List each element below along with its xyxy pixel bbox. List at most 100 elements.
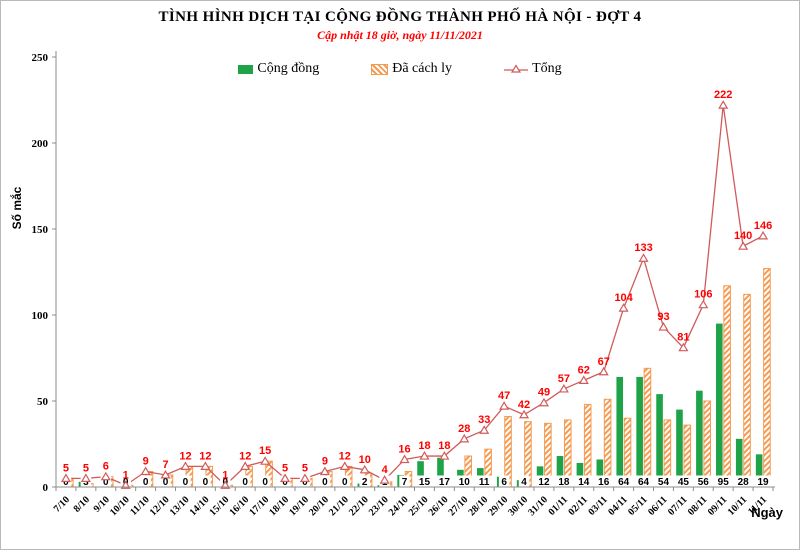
community-value-label: 15 bbox=[419, 477, 431, 488]
community-value-label: 28 bbox=[738, 477, 750, 488]
triangle-marker bbox=[479, 425, 490, 434]
triangle-marker bbox=[200, 461, 211, 470]
x-tick-label: 07/11 bbox=[666, 494, 690, 518]
bar-community bbox=[716, 323, 723, 487]
triangle-marker bbox=[618, 303, 629, 312]
triangle-marker bbox=[240, 461, 251, 470]
bar-quarantined bbox=[723, 285, 731, 488]
total-value-label: 10 bbox=[359, 454, 371, 466]
triangle-marker bbox=[279, 473, 291, 482]
community-value-label: 7 bbox=[402, 477, 408, 488]
x-tick-label: 01/11 bbox=[546, 494, 570, 518]
x-tick-label: 12/10 bbox=[148, 494, 172, 518]
legend-label-community: Cộng đồng bbox=[257, 61, 320, 76]
x-tick-label: 09/11 bbox=[706, 494, 730, 518]
x-tick-label: 19/10 bbox=[287, 494, 311, 518]
total-value-label: 5 bbox=[302, 462, 308, 474]
x-tick-label: 10/11 bbox=[726, 494, 750, 518]
bar-quarantined bbox=[703, 400, 711, 488]
triangle-marker bbox=[419, 451, 430, 460]
legend-item-total: Tổng bbox=[504, 61, 562, 77]
community-value-label: 3 bbox=[83, 477, 89, 488]
x-tick-label: 25/10 bbox=[407, 494, 431, 518]
x-tick-label: 06/11 bbox=[646, 494, 670, 518]
y-tick-label: 0 bbox=[43, 482, 49, 494]
triangle-marker bbox=[80, 473, 91, 482]
community-value-label: 0 bbox=[342, 477, 348, 488]
triangle-marker bbox=[319, 466, 330, 476]
total-value-label: 6 bbox=[103, 461, 109, 473]
bar-community bbox=[437, 457, 444, 487]
x-tick-label: 03/11 bbox=[586, 494, 610, 518]
community-value-label: 6 bbox=[501, 477, 507, 488]
community-value-label: 14 bbox=[578, 477, 590, 488]
community-value-label: 95 bbox=[718, 477, 730, 488]
y-tick-label: 200 bbox=[32, 138, 49, 150]
x-tick-label: 21/10 bbox=[327, 494, 351, 518]
total-value-label: 1 bbox=[123, 469, 129, 481]
community-value-label: 64 bbox=[638, 477, 650, 488]
total-value-label: 12 bbox=[239, 450, 251, 462]
community-value-label: 2 bbox=[362, 477, 368, 488]
total-value-label: 57 bbox=[558, 373, 570, 385]
x-tick-label: 22/10 bbox=[347, 494, 371, 518]
triangle-marker bbox=[260, 456, 271, 465]
x-tick-label: 24/10 bbox=[387, 494, 411, 518]
community-value-label: 0 bbox=[302, 477, 308, 488]
total-value-label: 104 bbox=[614, 292, 633, 304]
total-value-label: 5 bbox=[83, 462, 89, 474]
total-value-label: 140 bbox=[734, 230, 752, 242]
bar-quarantined bbox=[583, 403, 592, 488]
y-tick-label: 150 bbox=[32, 224, 49, 236]
total-value-label: 18 bbox=[418, 440, 430, 452]
quarantine-swatch-icon bbox=[371, 63, 389, 75]
community-value-label: 10 bbox=[459, 477, 471, 488]
total-value-label: 28 bbox=[458, 423, 470, 435]
total-value-label: 9 bbox=[322, 456, 328, 468]
x-tick-label: 20/10 bbox=[307, 494, 331, 518]
x-tick-label: 26/10 bbox=[427, 494, 451, 518]
total-value-label: 81 bbox=[677, 332, 689, 344]
triangle-marker bbox=[60, 473, 72, 482]
x-tick-label: 31/10 bbox=[526, 494, 550, 518]
x-tick-label: 7/10 bbox=[52, 494, 72, 514]
triangle-marker bbox=[339, 461, 350, 470]
total-value-label: 12 bbox=[339, 450, 351, 462]
x-tick-label: 13/10 bbox=[168, 494, 192, 518]
community-value-label: 45 bbox=[678, 477, 690, 488]
total-value-label: 49 bbox=[538, 387, 550, 399]
bar-community bbox=[636, 376, 643, 487]
total-value-label: 1 bbox=[222, 469, 228, 481]
bar-quarantined bbox=[643, 367, 652, 488]
total-value-label: 42 bbox=[518, 399, 530, 411]
x-tick-label: 15/10 bbox=[208, 494, 232, 518]
triangle-marker bbox=[180, 461, 191, 470]
x-tick-label: 29/10 bbox=[486, 494, 510, 518]
triangle-marker bbox=[499, 401, 510, 410]
x-tick-label: 08/11 bbox=[686, 494, 710, 518]
community-swatch-icon bbox=[238, 64, 254, 74]
total-value-label: 5 bbox=[282, 462, 288, 474]
total-value-label: 12 bbox=[179, 450, 191, 462]
triangle-marker bbox=[698, 299, 709, 309]
x-tick-label: 18/10 bbox=[267, 494, 291, 518]
total-value-label: 16 bbox=[398, 443, 410, 455]
total-value-label: 9 bbox=[143, 456, 149, 468]
community-value-label: 0 bbox=[282, 477, 288, 488]
x-tick-label: 8/10 bbox=[72, 494, 92, 514]
triangle-marker bbox=[100, 471, 111, 481]
triangle-marker bbox=[459, 433, 470, 443]
y-tick-label: 100 bbox=[32, 310, 49, 322]
community-value-labels: 0300000000000002171517101164121814166464… bbox=[60, 475, 772, 488]
x-tick-label: 16/10 bbox=[227, 494, 251, 518]
community-value-label: 4 bbox=[521, 477, 527, 488]
community-value-label: 56 bbox=[698, 477, 710, 488]
triangle-marker bbox=[578, 375, 589, 384]
total-value-label: 93 bbox=[657, 311, 669, 323]
community-value-label: 16 bbox=[598, 477, 610, 488]
triangle-marker bbox=[538, 397, 550, 407]
total-value-label: 18 bbox=[438, 440, 450, 452]
bar-community bbox=[696, 390, 703, 487]
community-value-label: 0 bbox=[143, 477, 149, 488]
